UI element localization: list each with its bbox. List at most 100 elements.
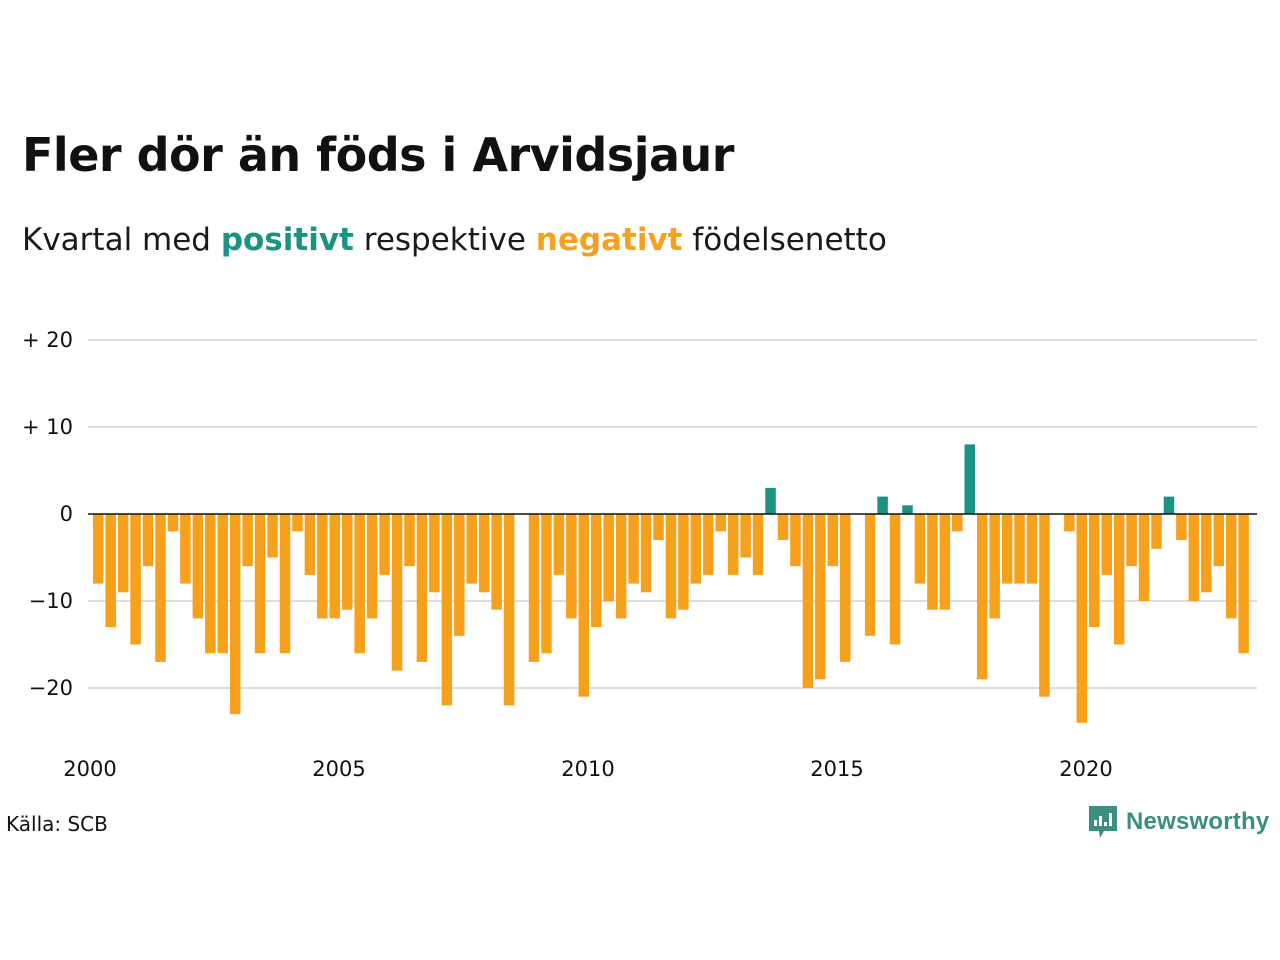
bar <box>441 514 453 706</box>
bar <box>1113 514 1125 645</box>
chart-subtitle: Kvartal med positivt respektive negativt… <box>22 222 887 258</box>
bar <box>329 514 341 619</box>
bar <box>404 514 415 567</box>
bar <box>578 514 590 697</box>
bar <box>342 514 353 610</box>
x-tick-label: 2010 <box>561 757 614 781</box>
bar <box>142 514 154 567</box>
bar <box>1026 514 1038 584</box>
bar <box>653 514 664 541</box>
bar <box>1001 514 1013 584</box>
bar <box>167 514 179 532</box>
bar-chart: + 20 + 10 0 −10 −20 2000 2005 2010 2015 2020 <box>22 328 1257 781</box>
bar <box>93 514 104 584</box>
bar <box>765 487 776 514</box>
bar <box>429 514 440 593</box>
bar <box>902 505 913 514</box>
bar <box>827 514 839 567</box>
subtitle-prefix: Kvartal med <box>22 222 211 258</box>
bar <box>790 514 801 567</box>
bar <box>541 514 552 654</box>
bar <box>217 514 228 654</box>
bar <box>130 514 141 645</box>
bar <box>379 514 390 575</box>
bar <box>391 514 403 671</box>
bar <box>727 514 739 575</box>
bar <box>491 514 502 610</box>
bar <box>715 514 726 532</box>
bar <box>927 514 938 610</box>
bar <box>640 514 652 593</box>
bar <box>1163 496 1175 514</box>
bar <box>777 514 789 541</box>
bar <box>889 514 901 645</box>
bar <box>205 514 216 654</box>
bar <box>678 514 689 610</box>
y-tick-label: + 20 <box>22 328 73 352</box>
bar <box>1076 514 1088 723</box>
bar <box>117 514 129 593</box>
bar <box>976 514 988 680</box>
bar <box>366 514 378 619</box>
bar <box>553 514 565 575</box>
bar <box>229 514 241 715</box>
bar <box>1201 514 1212 593</box>
x-tick-label: 2015 <box>810 757 863 781</box>
bar <box>615 514 627 619</box>
y-tick-label: −10 <box>29 589 73 613</box>
newsworthy-logo-icon <box>1089 806 1117 838</box>
bar <box>964 444 975 514</box>
bar <box>591 514 602 628</box>
bar <box>939 514 951 610</box>
bar <box>703 514 714 575</box>
bar <box>566 514 577 619</box>
bar <box>416 514 428 662</box>
bar <box>914 514 926 584</box>
bar <box>952 514 963 532</box>
bar <box>354 514 365 654</box>
bar <box>304 514 316 575</box>
bar <box>292 514 303 532</box>
bar <box>665 514 677 619</box>
bar <box>528 514 540 662</box>
x-tick-label: 2000 <box>63 757 116 781</box>
bar <box>1138 514 1150 601</box>
bar <box>1225 514 1237 619</box>
bar <box>317 514 328 619</box>
chart-title: Fler dör än föds i Arvidsjaur <box>22 128 734 182</box>
bar <box>1213 514 1224 567</box>
bar <box>877 496 888 514</box>
subtitle-positive-word: positivt <box>220 222 354 258</box>
subtitle-middle: respektive <box>363 222 526 258</box>
bar <box>1126 514 1137 567</box>
bar <box>105 514 116 628</box>
bar <box>864 514 876 636</box>
bar <box>603 514 614 601</box>
bar <box>1238 514 1249 654</box>
bar <box>267 514 278 558</box>
y-tick-label: + 10 <box>22 415 73 439</box>
bar <box>478 514 490 593</box>
bar <box>155 514 166 662</box>
newsworthy-logo: Newsworthy <box>1088 805 1269 839</box>
bar <box>503 514 515 706</box>
bar <box>752 514 764 575</box>
subtitle-suffix: födelsenetto <box>692 222 887 258</box>
bar <box>989 514 1000 619</box>
x-tick-label: 2020 <box>1059 757 1112 781</box>
bar <box>1101 514 1112 575</box>
newsworthy-logo-text: Newsworthy <box>1126 808 1270 835</box>
bar <box>628 514 639 584</box>
bar <box>454 514 465 636</box>
bar <box>192 514 204 619</box>
bar <box>1064 514 1075 532</box>
bar <box>690 514 702 584</box>
bar <box>740 514 751 558</box>
y-tick-label: 0 <box>60 502 73 526</box>
bar <box>1176 514 1187 541</box>
x-tick-label: 2005 <box>312 757 365 781</box>
bar <box>254 514 266 654</box>
bar <box>802 514 814 688</box>
bar <box>1151 514 1162 549</box>
bar <box>1014 514 1025 584</box>
